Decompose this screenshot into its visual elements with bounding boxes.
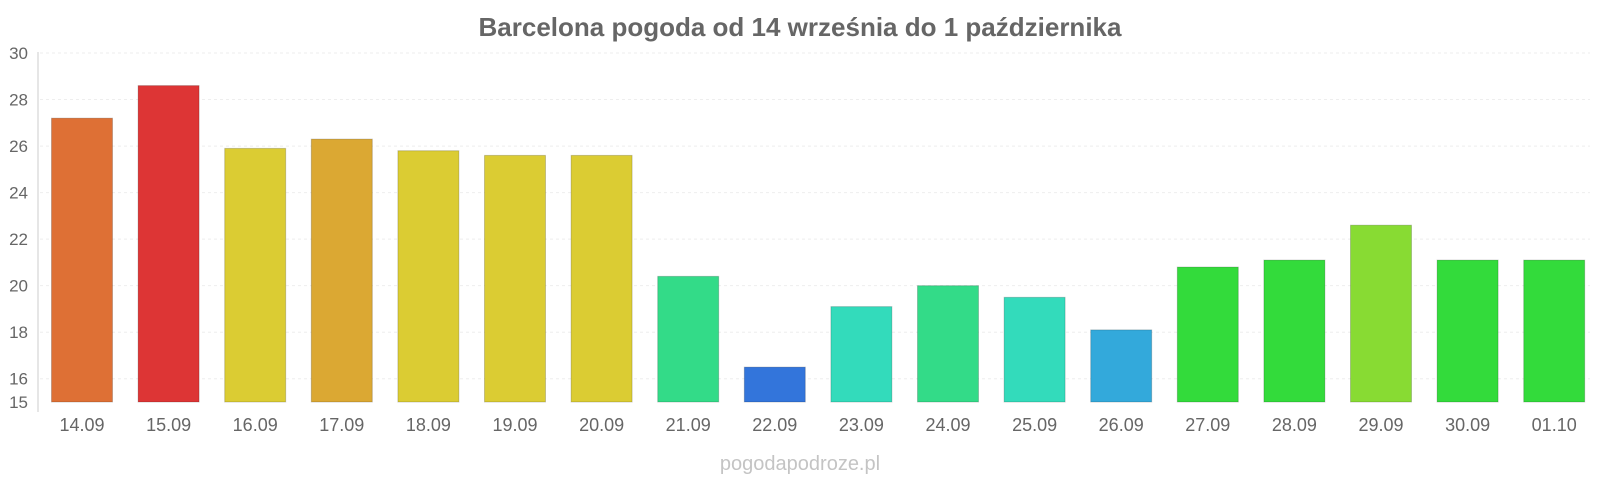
watermark: pogodapodroze.pl (720, 453, 880, 475)
x-tick-label: 30.09 (1445, 415, 1490, 435)
y-tick-label: 28 (9, 91, 28, 110)
x-tick-label: 15.09 (146, 415, 191, 435)
bar-14.09: 14.09: 27.2 (51, 117, 113, 403)
x-tick-label: 21.09 (666, 415, 711, 435)
y-tick-label: 22 (9, 230, 28, 249)
bar-23.09: 23.09: 19.1 (830, 306, 893, 403)
y-axis: 15 16 18 20 22 24 26 28 30 (9, 44, 28, 412)
bar-30.09: 30.09: 21.1 (1436, 259, 1499, 403)
bar-22.09: 22.09: 16.5 (743, 366, 806, 403)
bar-29.09: 29.09: 22.6 (1350, 224, 1412, 403)
y-tick-label: 30 (9, 44, 28, 63)
x-axis: 14.09 15.09 16.09 17.09 18.09 19.09 20.09 21.09… (59, 415, 1576, 435)
x-tick-label: 19.09 (492, 415, 537, 435)
bar-24.09: 24.09: 20 (917, 285, 979, 403)
bar-21.09: 21.09: 20.4 (657, 275, 720, 403)
bar-28.09: 28.09: 21.1 (1263, 259, 1326, 403)
x-tick-label: 23.09 (839, 415, 884, 435)
x-tick-label: 22.09 (752, 415, 797, 435)
bar-27.09: 27.09: 20.8 (1176, 266, 1239, 403)
y-tick-label: 18 (9, 323, 28, 342)
x-tick-label: 14.09 (59, 415, 104, 435)
bar-19.09: 19.09: 25.6 (484, 154, 546, 403)
bar-20.09: 20.09: 25.6 (570, 154, 633, 403)
bars: 14.09: 27.2 15.09: 28.6 16.09: 25.9 17.09: … (51, 85, 1586, 403)
bar-18.09: 18.09: 25.8 (397, 150, 460, 403)
x-tick-label: 16.09 (233, 415, 278, 435)
x-tick-label: 29.09 (1358, 415, 1403, 435)
y-tick-label: 26 (9, 137, 28, 156)
y-tick-label: 16 (9, 370, 28, 389)
x-tick-label: 18.09 (406, 415, 451, 435)
x-tick-label: 28.09 (1272, 415, 1317, 435)
bar-17.09: 17.09: 26.3 (310, 138, 373, 403)
bar-25.09: 25.09: 19.5 (1003, 296, 1066, 403)
x-tick-label: 26.09 (1099, 415, 1144, 435)
grid-lines (40, 52, 1590, 380)
y-tick-label: 15 (9, 393, 28, 412)
bar-01.10: 01.10: 21.1 (1523, 259, 1586, 403)
chart-title: Barcelona pogoda od 14 września do 1 paź… (479, 12, 1122, 42)
bar-26.09: 26.09: 18.1 (1090, 329, 1153, 403)
x-tick-label: 24.09 (925, 415, 970, 435)
y-tick-label: 20 (9, 277, 28, 296)
y-tick-label: 24 (9, 184, 28, 203)
x-tick-label: 01.10 (1532, 415, 1577, 435)
x-tick-label: 17.09 (319, 415, 364, 435)
x-tick-label: 25.09 (1012, 415, 1057, 435)
x-tick-label: 27.09 (1185, 415, 1230, 435)
bar-16.09: 16.09: 25.9 (224, 147, 287, 403)
x-tick-label: 20.09 (579, 415, 624, 435)
bar-15.09: 15.09: 28.6 (137, 85, 200, 403)
